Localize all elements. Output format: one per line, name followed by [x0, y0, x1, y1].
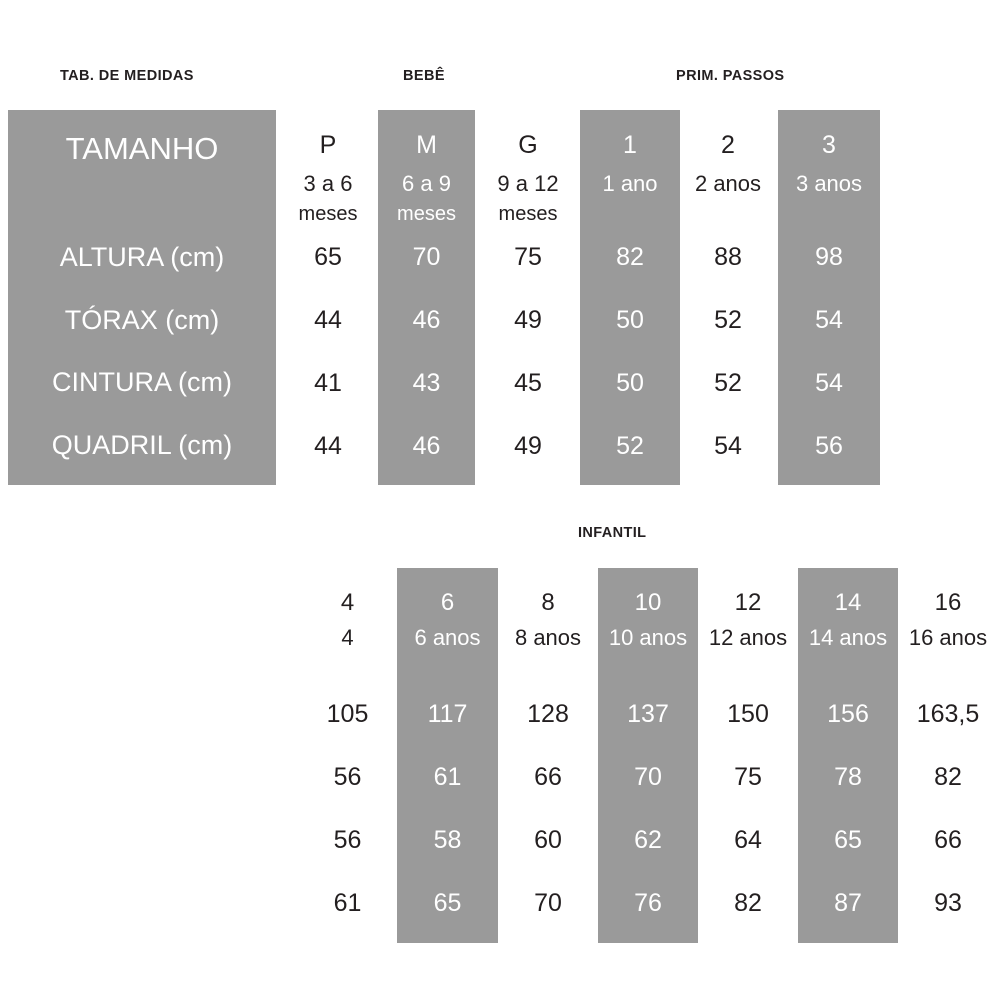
column-age-3: 3 anos: [795, 171, 863, 196]
value-torax-4: 56: [333, 763, 362, 791]
value-altura-14: 156: [827, 700, 869, 728]
row-label-cintura: CINTURA (cm): [52, 367, 232, 397]
value-altura-g: 75: [514, 243, 542, 271]
corner-label-tamanho: TAMANHO: [65, 131, 219, 166]
value-quadril-g: 49: [514, 432, 542, 460]
value-torax-12: 75: [734, 763, 762, 791]
value-torax-m: 46: [412, 306, 441, 334]
value-cintura-14: 65: [834, 826, 862, 854]
column-highlight-m: [378, 110, 475, 485]
value-quadril-p: 44: [314, 432, 342, 460]
column-code-10: 10: [634, 589, 662, 616]
column-age-p-line2: meses: [298, 203, 358, 225]
value-torax-g: 49: [514, 306, 542, 334]
group-header-infantil: INFANTIL: [578, 525, 647, 541]
value-altura-1: 82: [616, 243, 644, 271]
row-label-quadril: QUADRIL (cm): [51, 430, 233, 460]
value-torax-16: 82: [934, 763, 962, 791]
value-torax-14: 78: [834, 763, 862, 791]
value-quadril-8: 70: [534, 889, 562, 917]
value-cintura-g: 45: [514, 369, 542, 397]
value-torax-p: 44: [314, 306, 342, 334]
column-code-8: 8: [541, 589, 555, 616]
value-altura-2: 88: [714, 243, 742, 271]
column-highlight-6: [397, 568, 498, 943]
column-age-p-line1: 3 a 6: [303, 171, 353, 196]
value-altura-p: 65: [314, 243, 342, 271]
value-quadril-10: 76: [634, 889, 662, 917]
value-quadril-4: 61: [333, 889, 362, 917]
value-cintura-3: 54: [815, 369, 843, 397]
column-code-16: 16: [934, 589, 962, 616]
value-altura-6: 117: [427, 700, 468, 728]
value-quadril-1: 52: [616, 432, 644, 460]
column-age-1: 1 ano: [602, 171, 658, 196]
value-altura-3: 98: [815, 243, 843, 271]
value-cintura-2: 52: [714, 369, 742, 397]
column-age-g-line2: meses: [498, 203, 558, 225]
row-label-column-background: [8, 110, 276, 485]
column-code-2: 2: [721, 131, 735, 159]
group-header-bebe: BEBÊ: [403, 68, 445, 84]
value-cintura-p: 41: [314, 369, 342, 397]
value-torax-3: 54: [815, 306, 843, 334]
column-age-16: 16 anos: [908, 625, 988, 650]
column-highlight-3: [778, 110, 880, 485]
column-age-6: 6 anos: [414, 625, 481, 650]
value-torax-2: 52: [714, 306, 742, 334]
column-age-g-line1: 9 a 12: [497, 171, 559, 196]
column-code-p: P: [319, 131, 337, 159]
value-cintura-8: 60: [534, 826, 562, 854]
value-cintura-4: 56: [333, 826, 362, 854]
column-highlight-14: [798, 568, 898, 943]
column-age-m-line1: 6 a 9: [402, 171, 451, 196]
value-cintura-10: 62: [634, 826, 662, 854]
value-torax-1: 50: [616, 306, 644, 334]
group-header-prim-passos: PRIM. PASSOS: [676, 68, 785, 84]
value-altura-16: 163,5: [916, 700, 980, 728]
value-quadril-12: 82: [734, 889, 762, 917]
column-code-4: 4: [340, 589, 355, 616]
value-quadril-6: 65: [433, 889, 462, 917]
column-age-2: 2 anos: [694, 171, 762, 196]
column-highlight-10: [598, 568, 698, 943]
column-highlight-1: [580, 110, 680, 485]
value-cintura-1: 50: [616, 369, 644, 397]
value-quadril-2: 54: [714, 432, 742, 460]
column-code-12: 12: [734, 589, 762, 616]
column-code-3: 3: [822, 131, 836, 159]
value-cintura-12: 64: [734, 826, 762, 854]
value-cintura-16: 66: [934, 826, 962, 854]
value-altura-8: 128: [527, 700, 569, 728]
value-cintura-6: 58: [433, 826, 462, 854]
value-quadril-m: 46: [412, 432, 441, 460]
column-code-6: 6: [440, 589, 455, 616]
column-age-12: 12 anos: [708, 625, 788, 650]
value-quadril-14: 87: [834, 889, 862, 917]
column-code-14: 14: [834, 589, 862, 616]
value-altura-4: 105: [326, 700, 369, 728]
column-age-m-line2: meses: [397, 203, 456, 225]
measurements-table-baby: TAB. DE MEDIDAS BEBÊ PRIM. PASSOS TAMANH…: [8, 68, 880, 485]
column-code-m: M: [416, 131, 437, 159]
column-age-8: 8 anos: [514, 625, 582, 650]
value-torax-6: 61: [433, 763, 462, 791]
column-age-10: 10 anos: [608, 625, 688, 650]
value-cintura-m: 43: [412, 369, 441, 397]
column-code-1: 1: [623, 131, 637, 159]
value-altura-12: 150: [727, 700, 769, 728]
value-torax-8: 66: [534, 763, 562, 791]
value-quadril-16: 93: [934, 889, 962, 917]
row-label-torax: TÓRAX (cm): [64, 305, 220, 335]
group-header-tab-de-medidas: TAB. DE MEDIDAS: [60, 68, 194, 84]
value-altura-m: 70: [412, 243, 441, 271]
column-code-g: G: [518, 131, 538, 159]
value-torax-10: 70: [634, 763, 662, 791]
column-age-14: 14 anos: [808, 625, 888, 650]
row-label-altura: ALTURA (cm): [59, 242, 225, 272]
value-quadril-3: 56: [815, 432, 843, 460]
column-age-4: 4: [341, 625, 354, 650]
value-altura-10: 137: [627, 700, 669, 728]
